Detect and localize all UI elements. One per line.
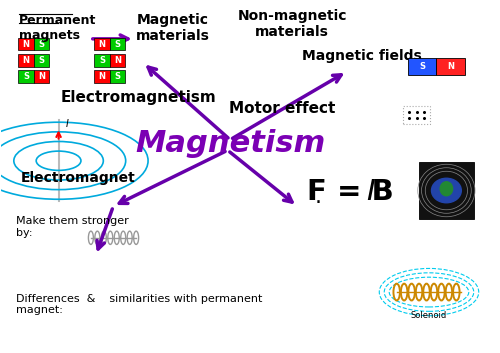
Text: S: S [419, 62, 425, 71]
Text: S: S [99, 56, 105, 65]
Text: Magnetic
materials: Magnetic materials [136, 13, 210, 43]
Bar [18, 38, 34, 50]
Text: N: N [98, 72, 105, 81]
Text: S: S [23, 72, 29, 81]
Text: N: N [38, 72, 45, 81]
Text: N: N [448, 62, 454, 71]
Bar [94, 38, 110, 50]
Text: S: S [114, 72, 120, 81]
Text: I: I [66, 119, 69, 129]
Text: Make them stronger
by:: Make them stronger by: [16, 216, 129, 238]
Text: N: N [22, 40, 30, 49]
Bar [419, 162, 474, 219]
Text: Non-magnetic
materials: Non-magnetic materials [238, 9, 347, 39]
Text: S: S [38, 40, 44, 49]
Text: Electromagnetism: Electromagnetism [60, 90, 216, 105]
Text: Permanent
magnets: Permanent magnets [19, 14, 96, 42]
Bar [34, 38, 49, 50]
Ellipse shape [440, 182, 452, 196]
Text: Magnetism: Magnetism [135, 129, 325, 158]
Text: N: N [22, 56, 30, 65]
Bar [94, 54, 110, 66]
Bar [94, 70, 110, 83]
Text: Motor effect: Motor effect [229, 101, 336, 116]
Text: Differences  &    similarities with permanent
magnet:: Differences & similarities with permanen… [16, 294, 262, 315]
Bar [110, 54, 125, 66]
Bar [408, 58, 436, 74]
Text: F = B: F = B [307, 178, 394, 206]
Ellipse shape [432, 178, 462, 203]
Bar [18, 70, 34, 83]
Text: Solenoid: Solenoid [411, 311, 447, 320]
Text: N: N [98, 40, 105, 49]
Bar [34, 70, 49, 83]
Text: Electromagnet: Electromagnet [21, 171, 136, 185]
Bar [34, 54, 49, 66]
Bar [110, 38, 125, 50]
Text: S: S [38, 56, 44, 65]
Bar [402, 107, 430, 124]
Bar [110, 70, 125, 83]
Text: S: S [114, 40, 120, 49]
Text: Magnetic fields: Magnetic fields [302, 49, 422, 63]
Bar [436, 58, 465, 74]
Bar [18, 54, 34, 66]
Text: N: N [114, 56, 121, 65]
Text: I: I [366, 178, 374, 206]
Text: ·: · [314, 193, 322, 213]
